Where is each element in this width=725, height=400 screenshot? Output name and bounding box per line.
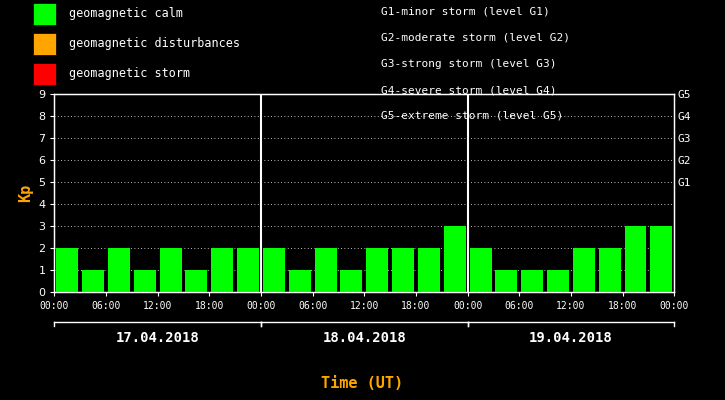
Bar	[82, 270, 104, 292]
Bar	[237, 248, 259, 292]
Text: G3-strong storm (level G3): G3-strong storm (level G3)	[381, 59, 556, 69]
Text: 17.04.2018: 17.04.2018	[116, 331, 199, 345]
Bar	[573, 248, 594, 292]
Bar	[366, 248, 388, 292]
Bar	[108, 248, 130, 292]
Bar	[444, 226, 465, 292]
Bar	[418, 248, 440, 292]
Text: Time (UT): Time (UT)	[321, 376, 404, 392]
Bar	[341, 270, 362, 292]
Text: G4-severe storm (level G4): G4-severe storm (level G4)	[381, 85, 556, 95]
Bar	[495, 270, 518, 292]
Bar	[547, 270, 569, 292]
Text: geomagnetic calm: geomagnetic calm	[69, 8, 183, 20]
Text: 18.04.2018: 18.04.2018	[323, 331, 406, 345]
Bar	[263, 248, 285, 292]
Bar	[289, 270, 311, 292]
Bar	[470, 248, 492, 292]
Text: G1-minor storm (level G1): G1-minor storm (level G1)	[381, 7, 550, 17]
Bar	[211, 248, 233, 292]
Bar	[160, 248, 181, 292]
Bar	[392, 248, 414, 292]
Text: G5-extreme storm (level G5): G5-extreme storm (level G5)	[381, 111, 563, 121]
Bar	[134, 270, 156, 292]
Bar	[186, 270, 207, 292]
Bar	[521, 270, 543, 292]
Text: 19.04.2018: 19.04.2018	[529, 331, 613, 345]
Text: geomagnetic storm: geomagnetic storm	[69, 68, 190, 80]
Bar	[599, 248, 621, 292]
Bar	[315, 248, 336, 292]
Text: geomagnetic disturbances: geomagnetic disturbances	[69, 38, 240, 50]
Bar	[650, 226, 672, 292]
Bar	[57, 248, 78, 292]
Y-axis label: Kp: Kp	[17, 184, 33, 202]
Text: G2-moderate storm (level G2): G2-moderate storm (level G2)	[381, 33, 570, 43]
Bar	[624, 226, 647, 292]
